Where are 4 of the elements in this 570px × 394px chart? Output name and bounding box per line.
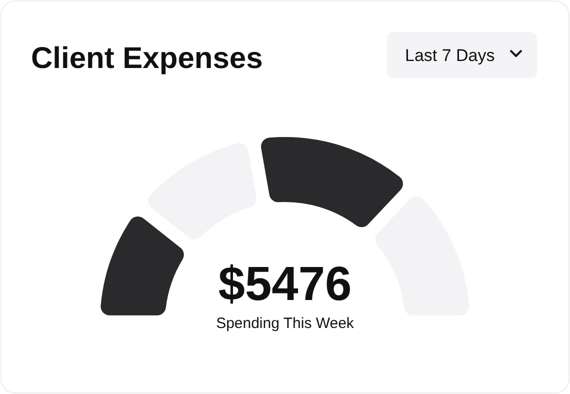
chart-title: Client Expenses [31,42,263,75]
text: $5476 [218,258,352,311]
text: Last 7 Days [405,46,495,65]
text: Spending This Week [216,315,354,332]
